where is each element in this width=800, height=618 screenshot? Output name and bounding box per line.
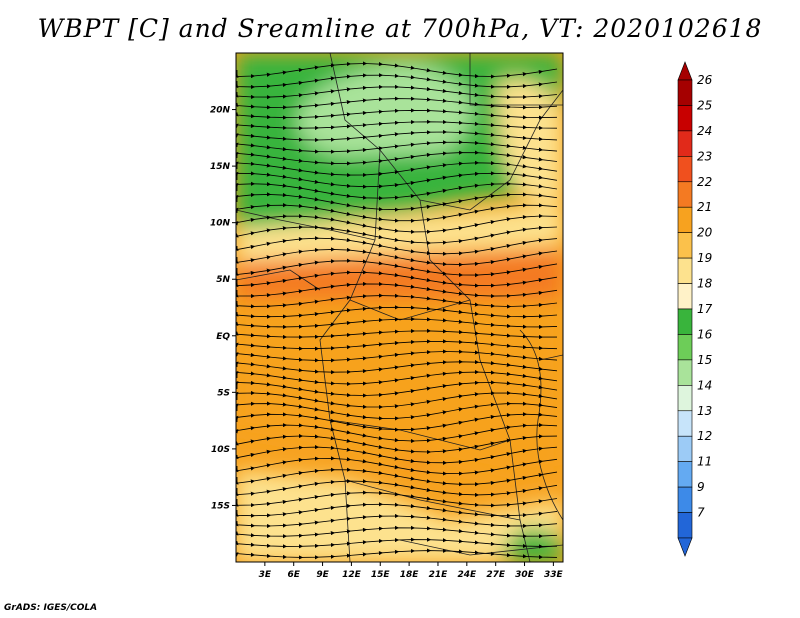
x-tick-label: 15E: [371, 570, 391, 580]
colorbar-swatch: [677, 461, 693, 488]
colorbar-swatch: [677, 283, 693, 310]
colorbar-swatch: [677, 79, 693, 106]
colorbar-swatch: [677, 486, 693, 513]
y-tick-label: 5N: [216, 275, 230, 285]
colorbar-label: 19: [697, 251, 712, 265]
colorbar-label: 22: [697, 175, 712, 189]
y-axis: 20N 15N 10N 5N EQ 5S 10S 15S: [210, 106, 236, 511]
colorbar-arrow-top: [677, 61, 693, 81]
colorbar-swatch: [677, 410, 693, 437]
x-tick-label: 27E: [486, 570, 506, 580]
streamline-42: [236, 525, 558, 539]
y-tick-label: EQ: [216, 332, 230, 342]
y-tick-label: 5S: [217, 388, 230, 398]
streamline-43: [236, 537, 558, 549]
streamline-24: [236, 328, 557, 340]
colorbar-swatch: [677, 206, 693, 233]
x-axis: 3E 6E 9E 12E 15E 18E 21E 24E 27E 30E 33E: [259, 562, 564, 580]
streamline-3: [236, 96, 558, 110]
streamline-23: [236, 316, 558, 330]
colorbar-label: 18: [697, 277, 713, 291]
streamline-8: [236, 150, 558, 166]
streamline-25: [236, 339, 558, 351]
streamline-5: [236, 119, 558, 131]
colorbar-swatch: [677, 385, 693, 412]
colorbar-label: 17: [697, 302, 713, 316]
x-tick-label: 24E: [457, 570, 477, 580]
streamline-4: [236, 108, 558, 120]
colorbar-label: 25: [697, 98, 712, 112]
colorbar-swatch: [677, 308, 693, 335]
streamline-26: [236, 349, 558, 363]
streamline-44: [236, 548, 558, 560]
colorbar-swatch: [677, 130, 693, 157]
y-tick-label: 10N: [210, 219, 231, 229]
colorbar-label: 14: [697, 378, 712, 392]
colorbar-swatch: [677, 156, 693, 183]
x-tick-label: 9E: [316, 570, 329, 580]
colorbar-swatch: [677, 232, 693, 259]
colorbar-label: 11: [697, 455, 712, 469]
streamlines: [236, 61, 558, 560]
colorbar-swatch: [677, 435, 693, 462]
colorbar-label: 13: [697, 404, 712, 418]
y-tick-label: 20N: [210, 106, 231, 116]
streamline-41: [236, 513, 558, 529]
colorbar-label: 16: [697, 327, 713, 341]
colorbar-label: 7: [697, 506, 705, 520]
colorbar-label: 12: [697, 429, 712, 443]
colorbar-swatch: [677, 334, 693, 361]
x-tick-label: 12E: [342, 570, 362, 580]
colorbar-swatch: [677, 257, 693, 284]
chart-title: WBPT [C] and Sreamline at 700hPa, VT: 20…: [37, 14, 763, 43]
colorbar-swatch: [677, 105, 693, 132]
colorbar-label: 15: [697, 353, 712, 367]
x-tick-label: 18E: [400, 570, 420, 580]
colorbar: 26 25 24 23 22 21 20 19 18 17 16 15 14 13 12 11 9 7: [677, 61, 713, 557]
map-panel: [235, 52, 564, 563]
x-tick-label: 33E: [544, 570, 564, 580]
x-tick-label: 30E: [515, 570, 535, 580]
streamline-27: [236, 359, 558, 375]
x-tick-label: 6E: [287, 570, 300, 580]
x-tick-label: 21E: [429, 570, 449, 580]
streamline-6: [236, 129, 558, 143]
streamline-22: [236, 305, 558, 319]
plot-frame: [235, 52, 564, 563]
colorbar-label: 21: [697, 200, 712, 214]
colorbar-swatch: [677, 359, 693, 386]
colorbar-label: 26: [697, 73, 713, 87]
y-tick-label: 15N: [210, 162, 231, 172]
colorbar-label: 9: [697, 480, 705, 494]
y-tick-label: 15S: [211, 501, 230, 511]
streamline-7: [236, 140, 558, 154]
colorbar-swatch: [677, 181, 693, 208]
grads-credit: GrADS: IGES/COLA: [4, 603, 98, 613]
y-tick-label: 10S: [211, 445, 230, 455]
x-tick-label: 3E: [259, 570, 272, 580]
colorbar-label: 20: [697, 226, 713, 240]
colorbar-swatch: [677, 512, 693, 539]
colorbar-arrow-bottom: [677, 537, 693, 557]
colorbar-label: 23: [697, 149, 712, 163]
colorbar-label: 24: [697, 124, 712, 138]
